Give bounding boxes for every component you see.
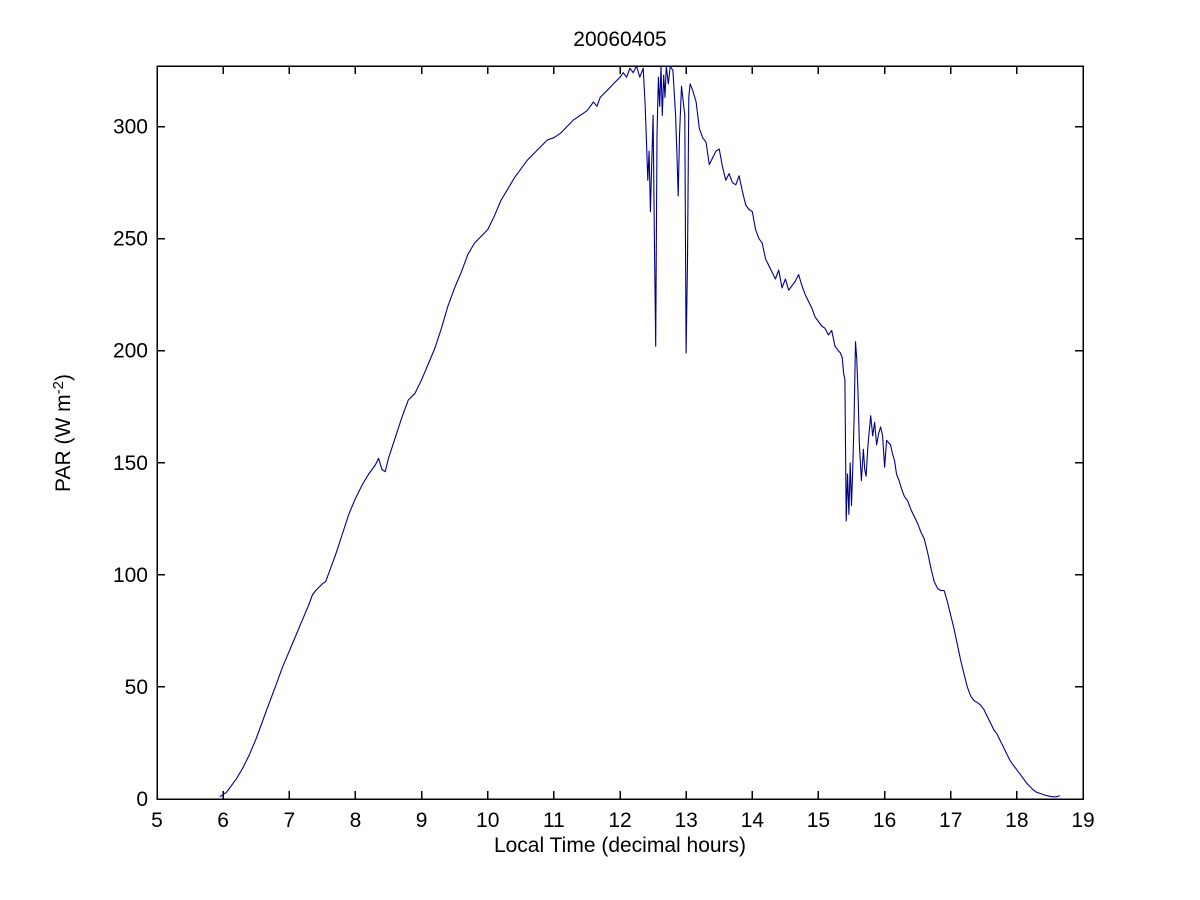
data-line [219, 65, 1060, 798]
y-tick-label: 250 [113, 228, 148, 251]
y-tick-label: 0 [136, 788, 148, 811]
x-tick-label: 14 [741, 809, 765, 832]
x-tick-label: 19 [1071, 809, 1094, 832]
x-tick-label: 17 [939, 809, 962, 832]
x-tick-label: 10 [476, 809, 499, 832]
x-axis-label: Local Time (decimal hours) [493, 834, 747, 857]
axis-box [156, 65, 1084, 800]
x-tick-label: 12 [608, 809, 631, 832]
chart-title: 20060405 [573, 28, 667, 51]
x-tick-label: 7 [283, 809, 295, 832]
x-tick-label: 5 [151, 809, 163, 832]
x-tick-label: 11 [543, 809, 565, 832]
x-tick-label: 6 [217, 809, 229, 832]
y-tick-label: 200 [113, 340, 148, 363]
x-tick-label: 9 [416, 809, 428, 832]
y-tick-label: 300 [113, 116, 148, 139]
x-tick-label: 16 [873, 809, 896, 832]
x-tick-label: 15 [807, 809, 830, 832]
x-tick-label: 13 [674, 809, 697, 832]
y-tick-label: 100 [113, 564, 148, 587]
x-tick-label: 18 [1005, 809, 1028, 832]
y-tick-label: 150 [113, 452, 148, 475]
x-tick-label: 8 [350, 809, 362, 832]
y-tick-label: 50 [125, 676, 148, 699]
